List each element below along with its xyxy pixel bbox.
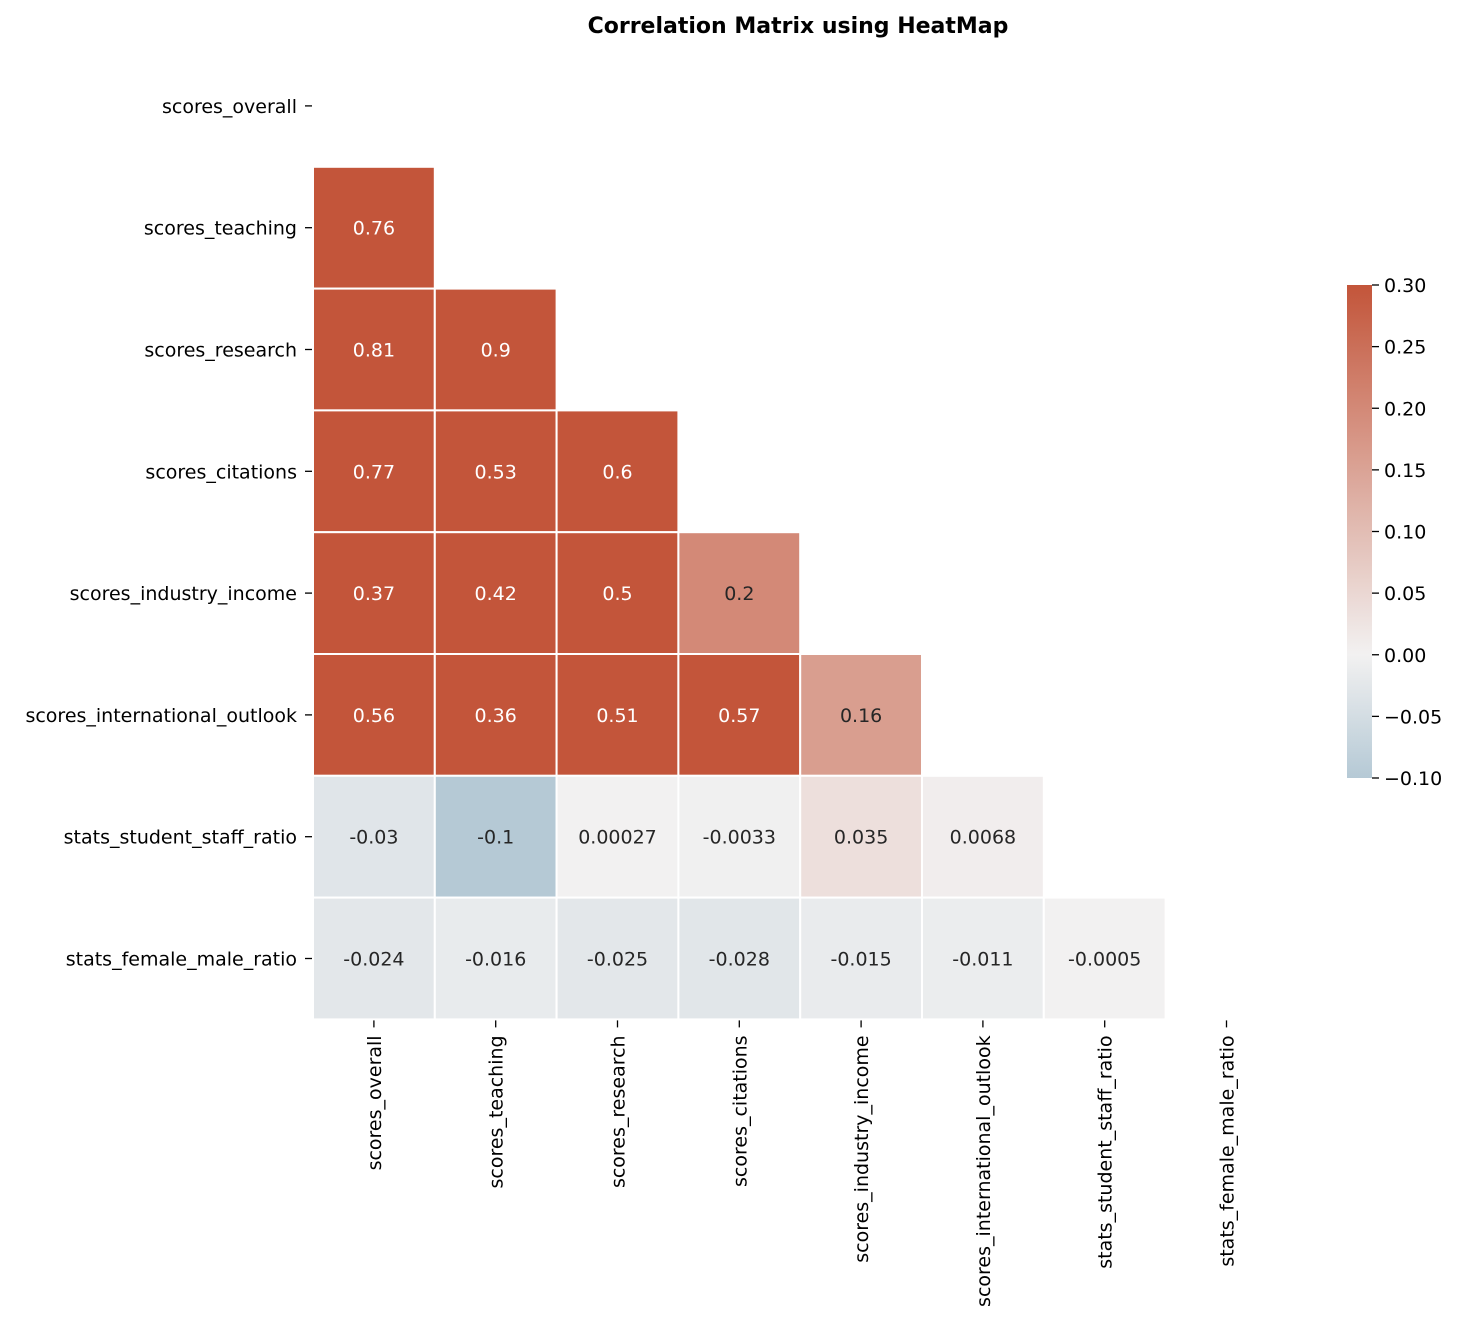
- heatmap-cell: [555, 774, 680, 899]
- cell-value-label: 0.57: [718, 705, 760, 727]
- cell-value-label: -0.024: [343, 949, 404, 971]
- colorbar-tick-label: −0.05: [1384, 706, 1442, 728]
- colorbar-tick-label: 0.10: [1384, 522, 1426, 544]
- heatmap-cell: [555, 409, 680, 534]
- cell-value-label: -0.03: [349, 827, 398, 849]
- row-tick-label: scores_citations: [145, 461, 297, 483]
- heatmap-cell: [312, 287, 436, 412]
- cell-value-label: 0.37: [353, 583, 395, 605]
- cell-value-label: 0.00027: [578, 827, 657, 849]
- cell-value-label: -0.028: [709, 949, 770, 971]
- cell-value-label: 0.56: [353, 705, 395, 727]
- col-tick-label: scores_international_outlook: [973, 1035, 995, 1307]
- col-tick-label: scores_teaching: [486, 1035, 508, 1188]
- cell-value-label: 0.77: [353, 461, 395, 483]
- colorbar: 0.30 0.25 0.20 0.15 0.10 0.05 0.00 −0.05 −0.10: [1347, 275, 1442, 790]
- row-tick-label: scores_research: [144, 340, 297, 362]
- row-tick-labels: scores_overall scores_teaching scores_rese…: [25, 96, 312, 971]
- heatmap-cell: [312, 896, 436, 1021]
- colorbar-tick-label: 0.30: [1384, 275, 1426, 297]
- cell-value-label: 0.81: [353, 340, 395, 362]
- cell-value-label: -0.1: [477, 827, 514, 849]
- row-tick-label: scores_overall: [162, 96, 297, 118]
- cell-value-label: 0.53: [475, 461, 517, 483]
- cell-value-label: -0.011: [952, 949, 1013, 971]
- row-tick-label: scores_international_outlook: [25, 705, 297, 727]
- heatmap-cell: [312, 774, 436, 899]
- cell-value-label: 0.51: [596, 705, 638, 727]
- heatmap-cell: [677, 896, 802, 1021]
- cell-value-label: 0.76: [353, 218, 395, 240]
- cell-value-label: -0.025: [587, 949, 648, 971]
- cell-value-label: -0.015: [830, 949, 891, 971]
- colorbar-tick-label: 0.15: [1384, 460, 1426, 482]
- col-tick-label: scores_research: [608, 1035, 630, 1188]
- col-tick-label: stats_student_staff_ratio: [1095, 1035, 1117, 1268]
- heatmap-cell: [677, 774, 802, 899]
- colorbar-tick-label: 0.00: [1384, 645, 1426, 667]
- colorbar-tick-label: 0.05: [1384, 583, 1426, 605]
- cell-value-label: 0.9: [481, 340, 511, 362]
- col-tick-label: stats_female_male_ratio: [1217, 1035, 1239, 1266]
- cell-value-label: 0.2: [724, 583, 754, 605]
- heatmap-cell: [433, 774, 558, 899]
- row-tick-label: stats_student_staff_ratio: [64, 827, 297, 849]
- colorbar-gradient: [1347, 285, 1372, 778]
- col-tick-label: scores_industry_income: [851, 1035, 873, 1262]
- heatmap-cell: [921, 896, 1045, 1021]
- heatmap-cell: [921, 774, 1045, 899]
- cell-value-label: -0.0005: [1068, 949, 1141, 971]
- cell-value-label: 0.0068: [950, 827, 1016, 849]
- cell-value-label: 0.42: [475, 583, 517, 605]
- col-tick-label: scores_overall: [364, 1035, 386, 1170]
- heatmap-cell: [433, 896, 558, 1021]
- row-tick-label: stats_female_male_ratio: [66, 949, 297, 971]
- heatmap-cell: [799, 774, 924, 899]
- heatmap-cell: [433, 531, 558, 656]
- heatmap-cell: [677, 531, 802, 656]
- cell-value-label: -0.016: [465, 949, 526, 971]
- heatmap-cell: [433, 287, 558, 412]
- heatmap-cell: [1042, 896, 1167, 1021]
- row-tick-label: scores_industry_income: [70, 583, 297, 605]
- heatmap-cell: [433, 653, 558, 777]
- col-tick-labels: scores_overall scores_teaching scores_rese…: [364, 1020, 1239, 1307]
- cell-value-label: 0.36: [475, 705, 517, 727]
- cell-value-label: 0.6: [602, 461, 632, 483]
- cell-value-label: 0.035: [834, 827, 888, 849]
- row-tick-label: scores_teaching: [144, 218, 297, 240]
- cell-value-label: 0.16: [840, 705, 882, 727]
- heatmap-cells: 0.76 0.81 0.9 0.77 0.53 0.6 0.37 0.42 0.5 0.2 0.56…: [312, 165, 1167, 1021]
- cell-value-label: -0.0033: [703, 827, 776, 849]
- heatmap-cell: [677, 653, 802, 777]
- chart-title: Correlation Matrix using HeatMap: [588, 14, 1009, 39]
- heatmap-cell: [312, 165, 436, 290]
- colorbar-tick-label: 0.25: [1384, 337, 1426, 359]
- col-tick-label: scores_citations: [729, 1035, 751, 1187]
- colorbar-tick-label: 0.20: [1384, 398, 1426, 420]
- colorbar-tick-label: −0.10: [1384, 768, 1442, 790]
- cell-value-label: 0.5: [602, 583, 632, 605]
